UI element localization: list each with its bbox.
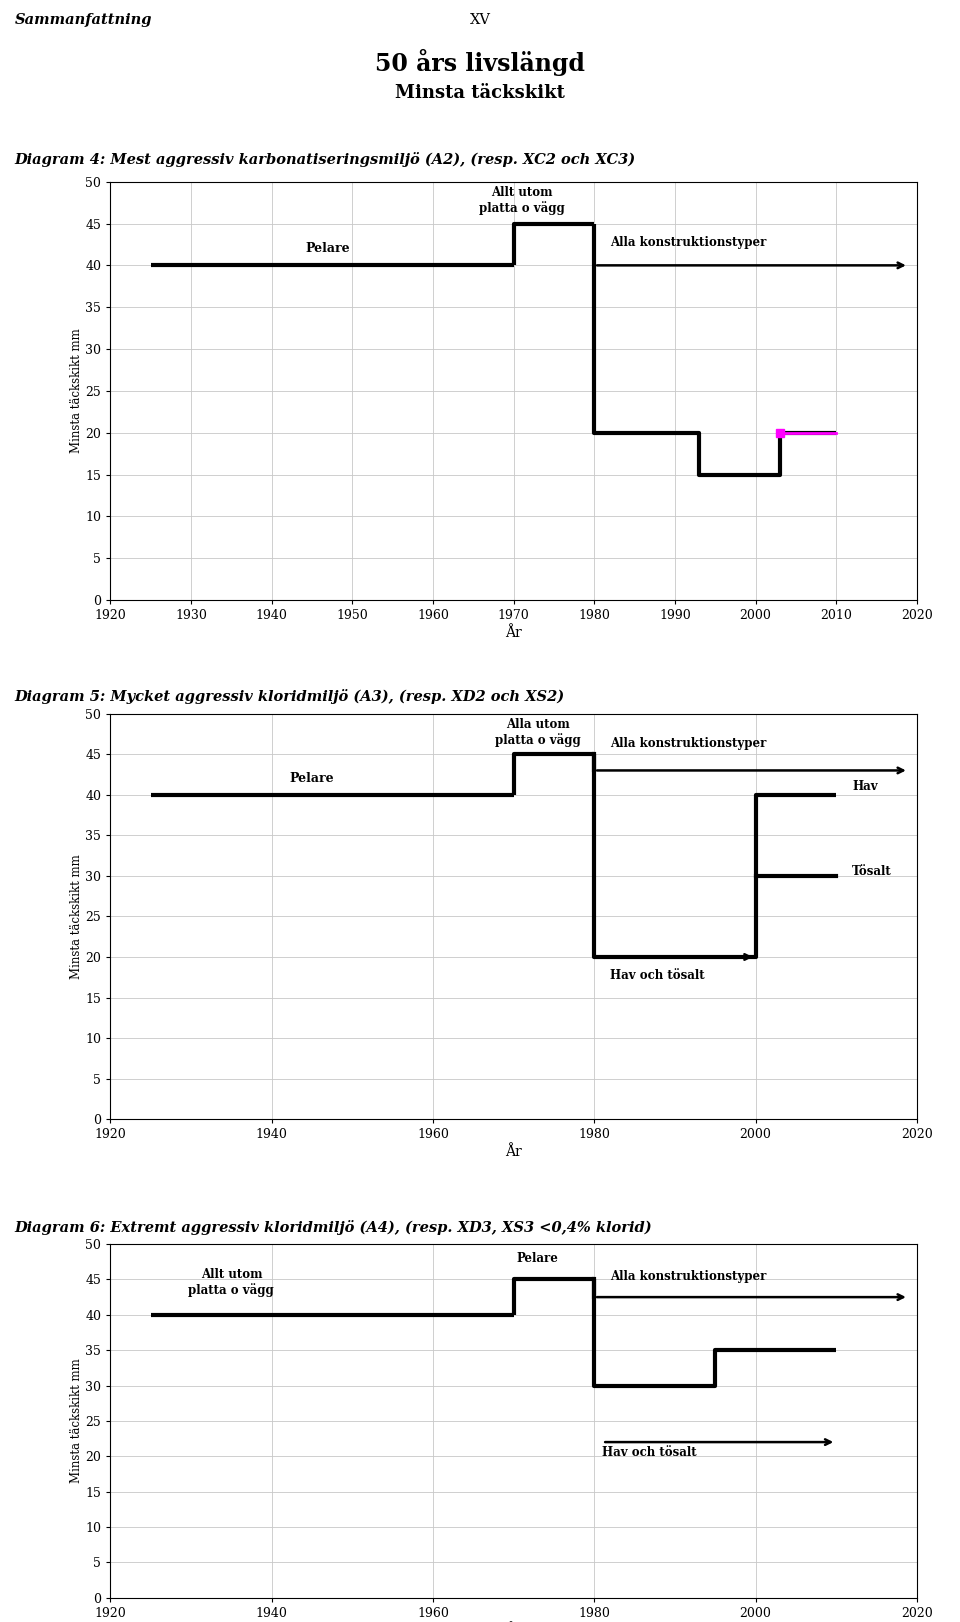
Text: Pelare: Pelare [516,1252,559,1265]
X-axis label: År: År [505,1145,522,1160]
Text: Pelare: Pelare [290,772,334,785]
Text: Alla konstruktionstyper: Alla konstruktionstyper [611,736,767,749]
Text: Allt utom
platta o vägg: Allt utom platta o vägg [479,187,564,214]
Text: Alla konstruktionstyper: Alla konstruktionstyper [611,1270,767,1283]
Y-axis label: Minsta täckskikt mm: Minsta täckskikt mm [69,329,83,453]
Y-axis label: Minsta täckskikt mm: Minsta täckskikt mm [69,1359,83,1483]
Text: Hav: Hav [852,780,877,793]
Text: Alla utom
platta o vägg: Alla utom platta o vägg [495,717,581,746]
Text: Diagram 6: Extremt aggressiv kloridmiljö (A4), (resp. XD3, XS3 <0,4% klorid): Diagram 6: Extremt aggressiv kloridmiljö… [14,1220,652,1234]
Text: XV: XV [469,13,491,28]
Text: Pelare: Pelare [306,242,350,255]
Text: Hav och tösalt: Hav och tösalt [602,1445,697,1458]
Text: Allt utom
platta o vägg: Allt utom platta o vägg [188,1268,275,1298]
Y-axis label: Minsta täckskikt mm: Minsta täckskikt mm [69,855,83,978]
Text: Diagram 5: Mycket aggressiv kloridmiljö (A3), (resp. XD2 och XS2): Diagram 5: Mycket aggressiv kloridmiljö … [14,689,564,704]
Text: Sammanfattning: Sammanfattning [14,13,152,28]
X-axis label: År: År [505,626,522,641]
Text: Diagram 4: Mest aggressiv karbonatiseringsmiljö (A2), (resp. XC2 och XC3): Diagram 4: Mest aggressiv karbonatiserin… [14,152,636,167]
Text: Alla konstruktionstyper: Alla konstruktionstyper [611,235,767,248]
Text: 50 års livslängd: 50 års livslängd [375,49,585,76]
Text: Hav och tösalt: Hav och tösalt [611,968,705,983]
Text: Tösalt: Tösalt [852,865,892,879]
Text: Minsta täckskikt: Minsta täckskikt [396,84,564,102]
